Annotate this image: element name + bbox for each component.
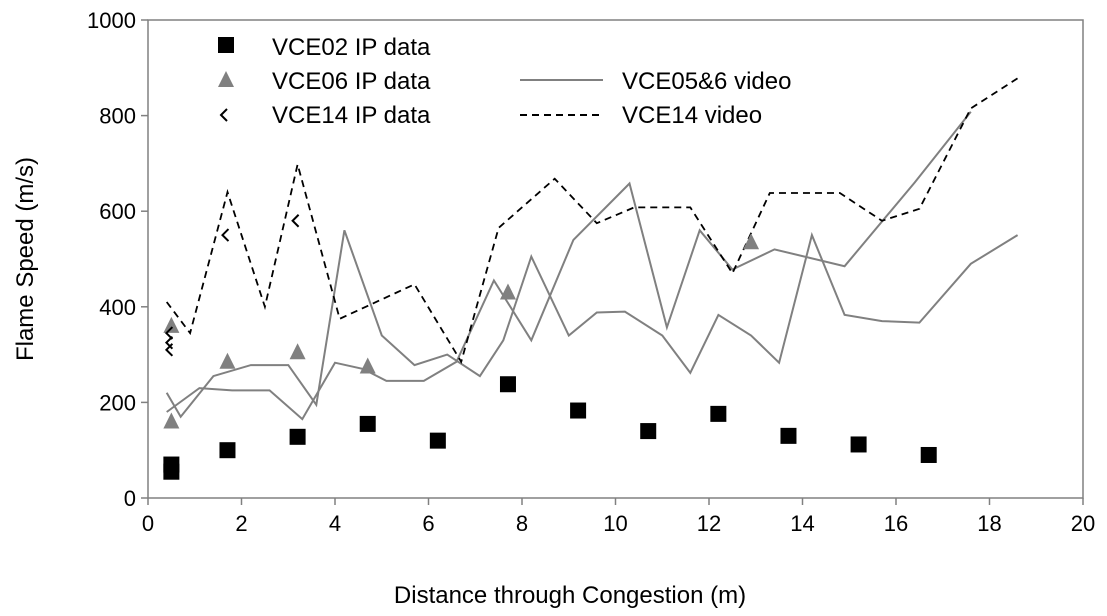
series-markers xyxy=(163,214,937,480)
y-tick-label: 200 xyxy=(99,390,136,415)
data-point-vce14-ip-data xyxy=(164,326,174,340)
legend: VCE02 IP data VCE06 IP data VCE14 IP data V… xyxy=(218,34,791,129)
data-point-vce06-ip-data xyxy=(163,316,180,333)
y-tick-label: 800 xyxy=(99,104,136,129)
series-line-vce14-video xyxy=(165,77,1019,365)
legend-marker-vce06-ip-data xyxy=(218,71,234,87)
x-tick-label: 14 xyxy=(790,511,814,536)
data-point-vce02-ip-data xyxy=(499,376,516,393)
x-tick-label: 12 xyxy=(697,511,721,536)
legend-label-vce05-6-video: VCE05&6 video xyxy=(622,68,791,95)
x-tick-label: 0 xyxy=(142,511,154,536)
y-tick-label: 1000 xyxy=(87,8,136,33)
y-tick-label: 400 xyxy=(99,295,136,320)
y-axis-title: Flame Speed (m/s) xyxy=(12,157,39,361)
data-point-vce02-ip-data xyxy=(429,432,446,449)
data-point-vce02-ip-data xyxy=(920,446,937,463)
legend-label-vce14-ip-data: VCE14 IP data xyxy=(272,102,431,129)
data-point-vce02-ip-data xyxy=(219,442,236,459)
x-axis-title: Distance through Congestion (m) xyxy=(394,582,746,609)
data-point-vce02-ip-data xyxy=(163,456,180,473)
data-point-vce14-ip-data xyxy=(164,335,174,350)
y-tick-label: 0 xyxy=(124,486,136,511)
legend-marker-vce02-ip-data xyxy=(218,37,234,53)
data-point-vce02-ip-data xyxy=(640,423,657,440)
x-tick-label: 16 xyxy=(884,511,908,536)
data-point-vce06-ip-data xyxy=(499,283,516,300)
data-point-vce06-ip-data xyxy=(163,412,180,429)
legend-label-vce02-ip-data: VCE02 IP data xyxy=(272,34,431,61)
series-line-vce05-6-video xyxy=(165,229,1019,419)
data-point-vce02-ip-data xyxy=(710,405,727,422)
series-lines xyxy=(165,77,1019,421)
data-point-vce02-ip-data xyxy=(780,427,797,444)
data-point-vce02-ip-data xyxy=(570,402,587,419)
x-tick-label: 6 xyxy=(422,511,434,536)
legend-label-vce06-ip-data: VCE06 IP data xyxy=(272,68,431,95)
x-tick-label: 4 xyxy=(329,511,341,536)
legend-label-vce14-video: VCE14 video xyxy=(622,102,762,129)
legend-marker-vce14-ip-data xyxy=(219,108,228,122)
data-point-vce14-ip-data xyxy=(221,228,230,242)
data-point-vce06-ip-data xyxy=(359,357,376,374)
data-point-vce02-ip-data xyxy=(850,436,867,453)
data-point-vce02-ip-data xyxy=(289,428,306,445)
x-tick-label: 8 xyxy=(516,511,528,536)
series-line-vce05-6-video xyxy=(166,111,972,421)
x-tick-label: 2 xyxy=(235,511,247,536)
x-tick-label: 18 xyxy=(977,511,1001,536)
x-tick-label: 10 xyxy=(603,511,627,536)
data-point-vce06-ip-data xyxy=(289,343,306,360)
data-point-vce14-ip-data xyxy=(291,214,300,228)
y-tick-label: 600 xyxy=(99,199,136,224)
data-point-vce06-ip-data xyxy=(743,233,760,250)
x-tick-label: 20 xyxy=(1071,511,1095,536)
data-point-vce02-ip-data xyxy=(359,415,376,432)
data-point-vce06-ip-data xyxy=(219,352,236,369)
